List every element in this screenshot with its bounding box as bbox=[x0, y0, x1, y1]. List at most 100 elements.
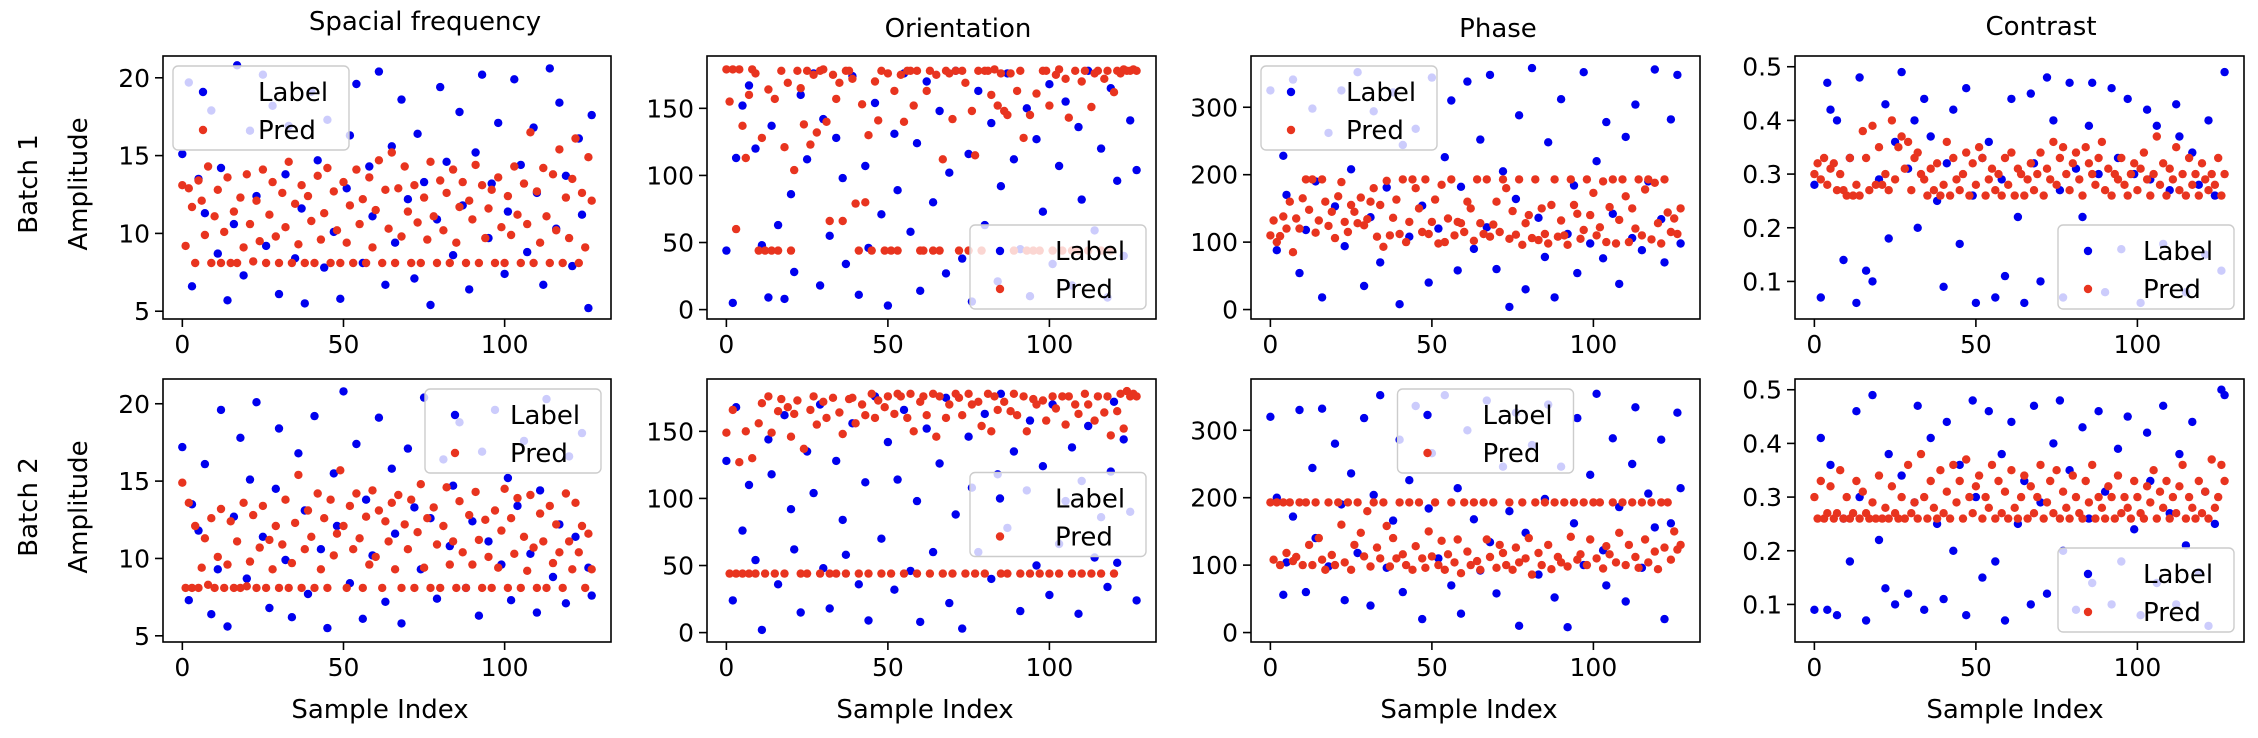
point-pred bbox=[996, 569, 1006, 578]
point-label bbox=[1602, 117, 1611, 127]
point-pred bbox=[1109, 88, 1119, 97]
point-pred bbox=[828, 393, 838, 402]
point-label bbox=[2029, 401, 2039, 410]
point-pred bbox=[181, 241, 190, 251]
point-pred bbox=[2207, 455, 2216, 464]
legend-marker-pred bbox=[198, 125, 208, 135]
point-label bbox=[796, 90, 805, 100]
point-pred bbox=[1634, 563, 1643, 572]
point-pred bbox=[316, 565, 326, 574]
point-pred bbox=[455, 497, 464, 506]
point-pred bbox=[1324, 498, 1333, 507]
point-label bbox=[1330, 439, 1340, 448]
legend-marker-label bbox=[1286, 87, 1296, 97]
point-label bbox=[2210, 519, 2220, 529]
point-pred bbox=[1832, 186, 1842, 195]
point-pred bbox=[731, 569, 741, 578]
point-label bbox=[1884, 449, 1893, 459]
point-label bbox=[587, 110, 596, 120]
point-pred bbox=[1657, 498, 1666, 507]
point-label bbox=[294, 449, 303, 458]
point-label bbox=[403, 444, 413, 453]
point-pred bbox=[1308, 560, 1317, 570]
point-pred bbox=[925, 66, 935, 76]
point-pred bbox=[258, 501, 268, 511]
point-pred bbox=[220, 583, 229, 593]
point-pred bbox=[1272, 498, 1282, 507]
point-pred bbox=[2104, 164, 2113, 173]
point-pred bbox=[1369, 184, 1378, 193]
point-pred bbox=[2172, 143, 2181, 152]
point-pred bbox=[1991, 514, 2000, 523]
point-pred bbox=[1602, 237, 1611, 247]
point-label bbox=[1505, 302, 1514, 312]
point-pred bbox=[2046, 175, 2055, 184]
point-pred bbox=[1971, 180, 1981, 189]
point-pred bbox=[1042, 416, 1051, 425]
point-pred bbox=[1647, 498, 1656, 507]
point-pred bbox=[828, 70, 838, 80]
point-pred bbox=[725, 97, 734, 106]
point-label bbox=[1971, 298, 1981, 308]
point-pred bbox=[506, 230, 516, 240]
point-pred bbox=[258, 165, 268, 174]
point-pred bbox=[819, 65, 828, 74]
x-tick-label: 100 bbox=[1570, 330, 1618, 359]
legend-label-label: Label bbox=[1055, 237, 1125, 267]
point-pred bbox=[1366, 197, 1375, 206]
point-pred bbox=[552, 226, 561, 235]
point-pred bbox=[2055, 153, 2065, 163]
legend-marker-label bbox=[2083, 569, 2093, 579]
point-label bbox=[1126, 116, 1135, 125]
series-pred bbox=[1266, 498, 1685, 579]
point-pred bbox=[1945, 514, 1955, 523]
point-pred bbox=[1556, 216, 1566, 225]
point-pred bbox=[416, 480, 425, 489]
point-label bbox=[223, 296, 232, 305]
point-pred bbox=[1913, 148, 1922, 157]
point-label bbox=[1084, 421, 1093, 431]
point-pred bbox=[191, 258, 200, 268]
point-label bbox=[1637, 246, 1647, 255]
point-pred bbox=[748, 454, 757, 463]
point-label bbox=[757, 625, 767, 635]
point-pred bbox=[349, 545, 358, 554]
legend-label-pred: Pred bbox=[1483, 439, 1541, 469]
point-pred bbox=[1994, 169, 2003, 179]
point-pred bbox=[1003, 569, 1012, 578]
point-pred bbox=[1553, 232, 1563, 241]
point-pred bbox=[1395, 498, 1404, 507]
point-pred bbox=[1048, 392, 1057, 401]
point-pred bbox=[374, 156, 384, 165]
point-pred bbox=[1071, 66, 1080, 76]
point-pred bbox=[284, 583, 293, 593]
point-label bbox=[1991, 293, 2000, 302]
point-pred bbox=[432, 540, 442, 549]
point-pred bbox=[1974, 143, 1984, 152]
point-pred bbox=[1878, 180, 1887, 189]
point-pred bbox=[403, 545, 413, 554]
point-label bbox=[1939, 594, 1948, 604]
point-label bbox=[958, 254, 967, 263]
point-pred bbox=[1324, 221, 1333, 231]
x-axis-label-col-4: Sample Index bbox=[1926, 695, 2103, 725]
point-pred bbox=[1275, 560, 1285, 570]
y-tick-label: 0.1 bbox=[1742, 267, 1782, 296]
point-pred bbox=[249, 510, 258, 520]
point-pred bbox=[1952, 498, 1961, 507]
point-label bbox=[2194, 180, 2203, 189]
point-pred bbox=[1926, 476, 1935, 486]
point-pred bbox=[1453, 535, 1462, 544]
point-pred bbox=[2094, 492, 2103, 502]
point-pred bbox=[487, 185, 496, 194]
legend-label-pred: Pred bbox=[258, 116, 316, 146]
point-label bbox=[1608, 434, 1618, 443]
point-label bbox=[316, 545, 326, 554]
point-pred bbox=[877, 569, 886, 578]
point-pred bbox=[961, 569, 970, 578]
point-label bbox=[2123, 412, 2132, 421]
point-label bbox=[1418, 614, 1427, 624]
point-label bbox=[419, 177, 429, 187]
y-tick-label: 0.2 bbox=[1742, 214, 1782, 243]
